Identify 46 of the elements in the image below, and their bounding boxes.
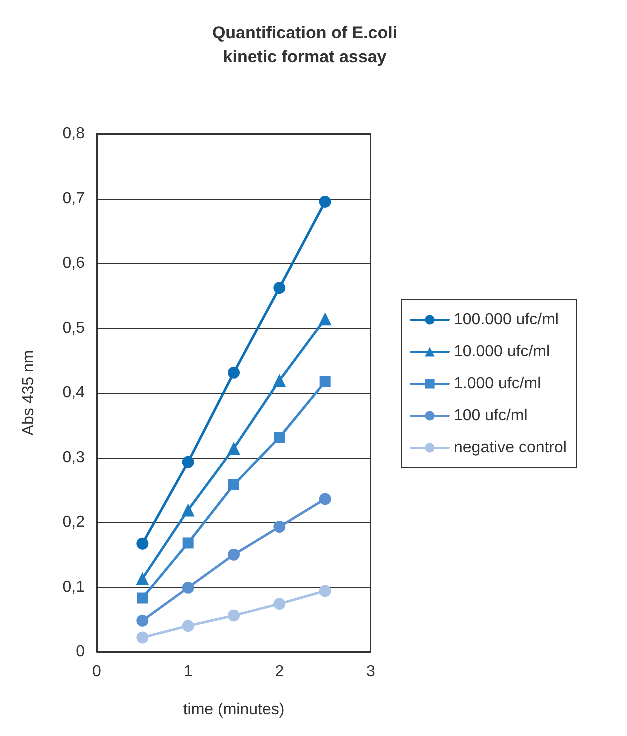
point [274, 598, 286, 610]
point [137, 592, 148, 604]
point [228, 479, 240, 490]
y-axis-title: Abs 435 nm [20, 350, 38, 436]
point [136, 572, 150, 586]
x-tick-label: 0 [92, 664, 102, 680]
x-tick-label: 1 [184, 664, 193, 680]
y-tick-label: 0 [76, 644, 86, 660]
x-tick-label: 3 [366, 664, 376, 680]
point [182, 620, 194, 632]
point [319, 493, 332, 506]
point [136, 614, 149, 627]
legend-label: 10.000 ufc/ml [454, 344, 550, 360]
legend-label: negative control [454, 440, 567, 456]
point [318, 312, 332, 326]
chart-title: Quantification of E.coli kinetic format assay [212, 24, 398, 66]
point [274, 521, 286, 534]
point [182, 504, 195, 517]
legend-label: 100.000 ufc/ml [454, 312, 559, 328]
point [319, 196, 332, 208]
y-tick-label: 0,7 [62, 190, 86, 208]
point [228, 548, 240, 561]
point [136, 538, 149, 550]
point [136, 632, 149, 644]
point [228, 442, 240, 456]
legend-label: 1.000 ufc/ml [454, 376, 542, 392]
point [182, 456, 194, 468]
point [228, 366, 240, 379]
y-tick-label: 0,5 [62, 320, 86, 337]
y-tick-label: 0,8 [62, 126, 86, 142]
y-tick-label: 0,6 [62, 255, 86, 272]
point [320, 376, 331, 388]
y-tick-label: 0,2 [62, 514, 86, 531]
point [274, 432, 286, 444]
point [274, 282, 286, 294]
point [319, 585, 332, 598]
point [182, 582, 194, 594]
point [273, 374, 286, 388]
y-tick-label: 0,1 [62, 578, 86, 596]
x-tick-label: 2 [275, 664, 284, 680]
y-tick-label: 0,4 [62, 384, 86, 402]
x-axis-title: time (minutes) [183, 702, 285, 718]
point [228, 610, 240, 622]
y-tick-label: 0,3 [62, 449, 86, 466]
point [182, 538, 194, 549]
legend-label: 100 ufc/ml [454, 408, 528, 424]
